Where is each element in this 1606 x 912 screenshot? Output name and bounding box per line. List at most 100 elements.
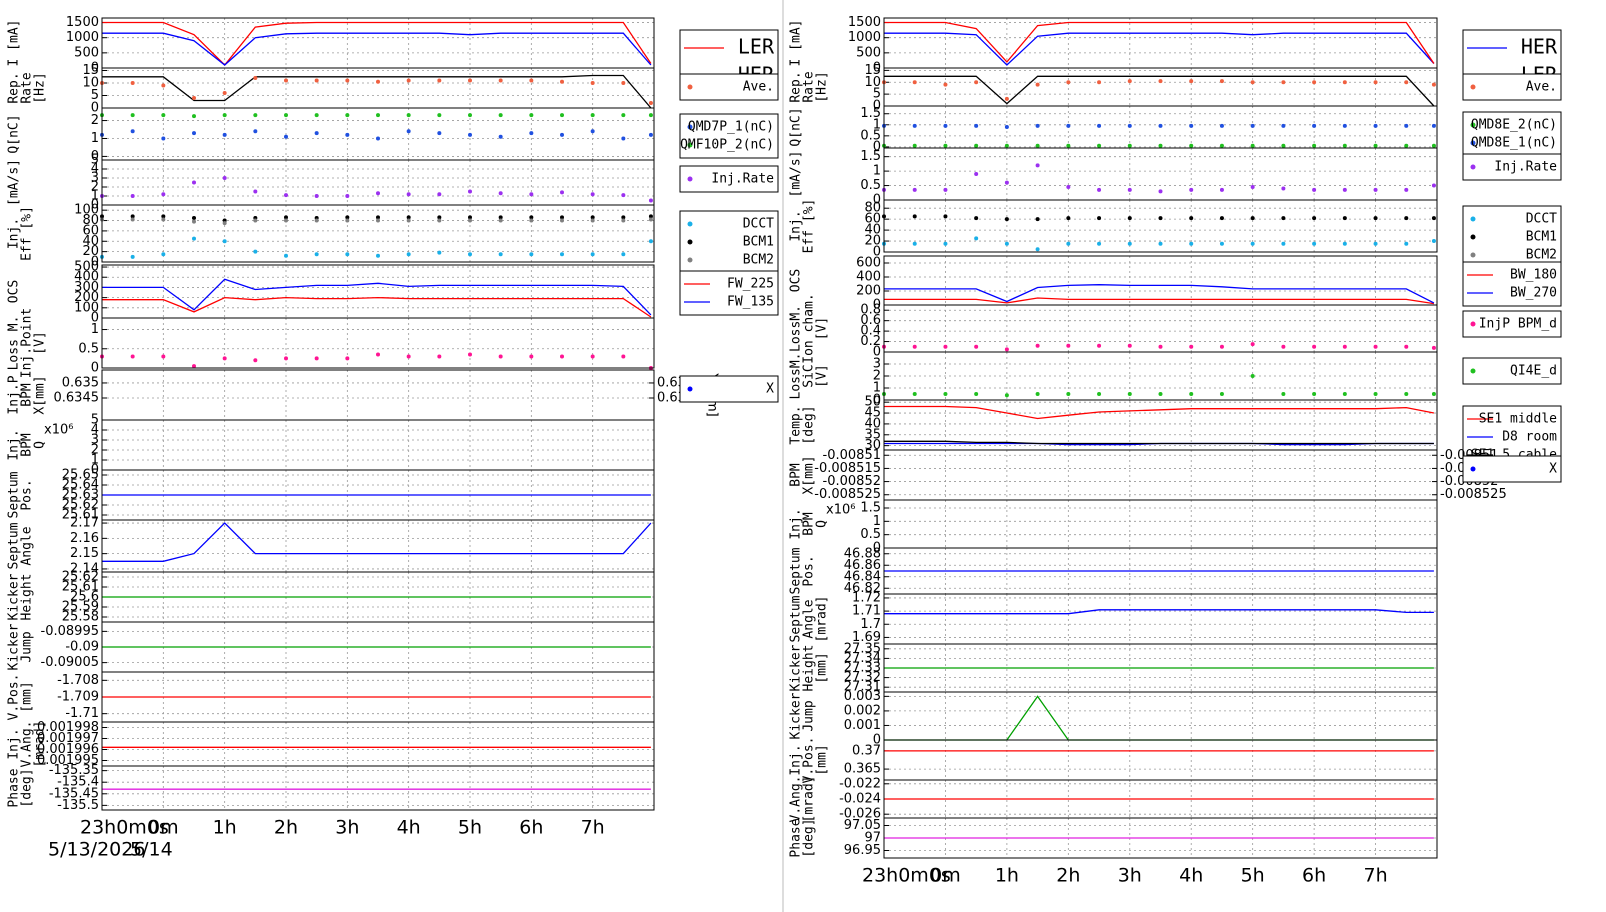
y-tick-label: 25.63	[62, 488, 99, 503]
y-tick-label: 5	[873, 87, 881, 102]
y-tick-label: 2.15	[70, 546, 99, 561]
y-tick-label: 40	[864, 223, 881, 238]
y-tick-label: 10	[82, 76, 99, 91]
legend: X	[679, 375, 779, 403]
data-point	[253, 358, 258, 363]
data-point	[345, 215, 350, 220]
series-line	[884, 405, 1435, 420]
data-point	[1127, 241, 1132, 246]
data-point	[1373, 241, 1378, 246]
legend-label: Inj.Rate	[711, 172, 774, 187]
legend-label: QMD7P_1(nC)	[688, 120, 774, 135]
data-point	[943, 187, 948, 192]
data-point	[621, 252, 626, 257]
data-point	[974, 143, 979, 148]
y-tick-label: 27.35	[844, 641, 881, 656]
legend: Inj.Rate	[679, 165, 779, 193]
data-point	[437, 218, 442, 223]
data-point	[345, 113, 350, 118]
data-point	[590, 215, 595, 220]
y-tick-label: 2.16	[70, 531, 99, 546]
y-axis-label: Rep.	[789, 71, 804, 102]
y-axis-label: [Hz]	[815, 71, 830, 102]
y-tick-label: 0.002	[844, 703, 881, 718]
data-point	[437, 250, 442, 255]
data-point	[1250, 143, 1255, 148]
data-point	[376, 352, 380, 357]
data-point	[314, 218, 319, 223]
data-point	[1035, 163, 1040, 168]
y-axis-label: Inj.Point	[20, 308, 35, 378]
legend-box	[1462, 73, 1562, 101]
data-point	[1404, 392, 1409, 396]
y-tick-label: 0.635	[62, 375, 99, 390]
data-point	[1342, 392, 1347, 396]
y-tick-label: 80	[864, 201, 881, 216]
data-point	[161, 192, 166, 197]
y-tick-label: 1	[91, 189, 99, 204]
data-point	[1312, 216, 1317, 221]
y-tick-label: 46.82	[844, 581, 881, 596]
data-point	[498, 113, 503, 118]
y-tick-label: 0	[91, 311, 99, 326]
data-point	[1189, 392, 1194, 396]
data-point	[1404, 143, 1409, 148]
y-tick-label: 0.5	[78, 341, 99, 356]
data-point	[1097, 343, 1102, 348]
data-point	[498, 134, 503, 139]
series-line	[884, 609, 1434, 615]
y-tick-label: 0	[91, 101, 99, 116]
legend-box	[1462, 205, 1562, 269]
legend-swatch	[687, 386, 693, 392]
x-tick-label: 7h	[1363, 865, 1387, 887]
y-axis-label: [mrad]	[815, 596, 830, 643]
y-tick-label: 30	[864, 438, 881, 453]
y-axis-label: X[mm]	[802, 455, 817, 494]
legend: Ave.	[679, 73, 779, 101]
data-point	[1431, 123, 1436, 128]
data-point	[1127, 123, 1132, 128]
data-point	[1342, 80, 1347, 85]
data-point	[529, 354, 534, 359]
data-point	[912, 187, 917, 192]
series-line	[102, 296, 652, 318]
y-tick-label: 0	[91, 255, 99, 270]
legend: X	[1462, 455, 1562, 483]
data-point	[529, 131, 534, 136]
panel: -0.008525-0.00852-0.008515-0.00851-0.008…	[789, 448, 1507, 502]
y-tick-label: 0.6	[860, 313, 881, 328]
data-point	[406, 252, 411, 257]
data-point	[974, 236, 979, 241]
y-axis-label: [mA/s]	[7, 159, 22, 206]
scale-label: x10⁶	[44, 423, 73, 438]
y-tick-label: 2	[91, 443, 99, 458]
data-point	[498, 218, 503, 223]
data-point	[1281, 186, 1286, 191]
data-point	[222, 356, 227, 361]
x-tick-label: 2h	[1056, 865, 1080, 887]
data-point	[498, 354, 503, 359]
data-point	[529, 113, 534, 118]
data-point	[498, 191, 503, 196]
y-tick-label: 600	[856, 256, 881, 271]
legend-swatch	[687, 239, 693, 245]
legend-swatch	[687, 176, 693, 182]
data-point	[130, 354, 135, 359]
y-tick-label: 97.05	[844, 818, 881, 833]
panel: -0.026-0.024-0.022 V.Ang.[mrad]	[789, 776, 1438, 822]
data-point	[590, 192, 595, 197]
data-point	[1373, 80, 1378, 85]
y-tick-label: 0.001998	[37, 720, 99, 735]
series-line	[102, 32, 652, 66]
y-axis-label: Inj.	[789, 744, 804, 775]
y-tick-label: 0	[873, 345, 881, 360]
data-point	[1189, 344, 1194, 349]
y-axis-label: Ion cham.	[802, 293, 817, 363]
y-axis-label: Inj.	[789, 210, 804, 241]
x-tick-label: 7h	[581, 817, 605, 839]
data-point	[621, 136, 626, 141]
y-axis-label: Rep.	[7, 72, 22, 103]
